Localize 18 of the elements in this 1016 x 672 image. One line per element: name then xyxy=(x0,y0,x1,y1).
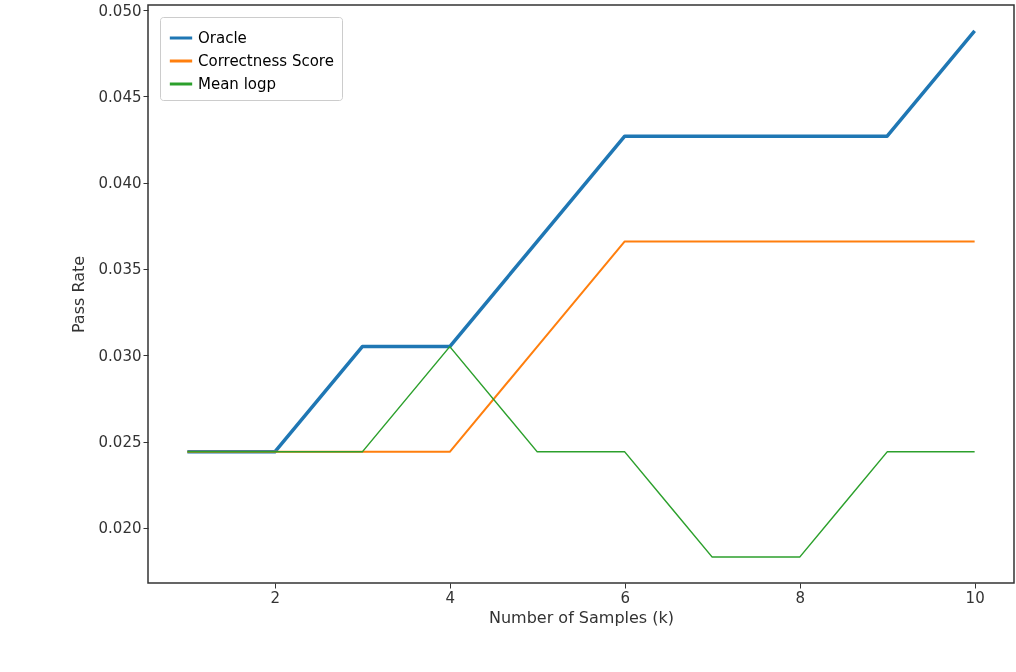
x-tick-label: 6 xyxy=(620,588,631,607)
y-tick-label: 0.045 xyxy=(98,87,142,106)
y-tick-label: 0.020 xyxy=(98,519,142,538)
y-tick-label: 0.030 xyxy=(98,346,142,365)
x-tick-label: 10 xyxy=(965,588,985,607)
x-tick-label: 2 xyxy=(270,588,281,607)
y-tick-label: 0.050 xyxy=(98,1,142,20)
y-axis-title: Pass Rate xyxy=(68,255,88,334)
x-tick-label: 4 xyxy=(445,588,456,607)
y-tick-label: 0.035 xyxy=(98,260,142,279)
x-tick-label: 8 xyxy=(795,588,805,607)
legend-label: Mean logp xyxy=(198,75,277,93)
legend-label: Correctness Score xyxy=(198,52,334,70)
line-series xyxy=(185,29,977,454)
legend-label: Oracle xyxy=(198,29,247,47)
y-tick-label: 0.040 xyxy=(98,174,142,193)
y-tick-label: 0.025 xyxy=(98,433,142,452)
x-axis-title: Number of Samples (k) xyxy=(488,607,675,627)
